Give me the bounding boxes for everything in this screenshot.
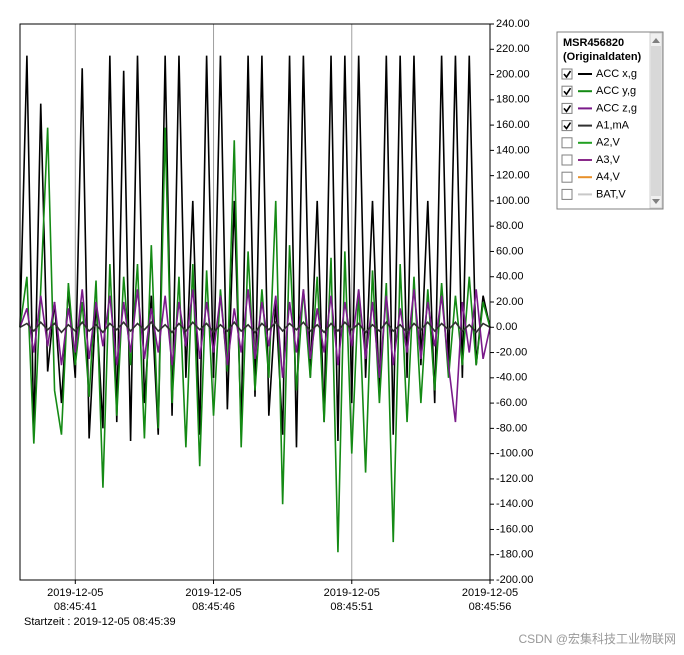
x-tick-label: 08:45:41 [54,601,97,613]
scroll-thumb[interactable] [651,46,661,196]
y-tick-label: 180.00 [496,94,530,106]
x-tick-label: 2019-12-05 [462,587,518,599]
y-tick-label: -40.00 [496,372,527,384]
plot-area [20,24,490,580]
y-tick-label: 100.00 [496,195,530,207]
checkmark [563,70,572,79]
axes: 240.00 220.00 200.00 180.00 160.00 140.00 120.… [47,18,533,613]
y-tick-label: -80.00 [496,422,527,434]
legend: MSR456820 (Originaldaten) ACC x,g ACC y,g… [556,31,664,210]
y-tick-label: 20.00 [496,296,524,308]
checkmark [563,87,572,96]
legend-label: ACC x,g [596,68,637,80]
watermark: CSDN @宏集科技工业物联网 [518,631,676,646]
checkmark [563,122,572,130]
series-line [19,320,491,334]
legend-subtitle: (Originaldaten) [563,51,642,63]
x-tick-label: 08:45:56 [469,601,512,613]
y-tick-label: -180.00 [496,549,533,561]
legend-label: BAT,V [596,188,626,200]
x-tick-label: 2019-12-05 [324,587,380,599]
y-tick-label: 200.00 [496,68,530,80]
y-tick-label: 140.00 [496,144,530,156]
y-tick-label: -100.00 [496,448,533,460]
y-tick-label: 240.00 [496,18,530,30]
y-tick-label: 220.00 [496,43,530,55]
scroll-up[interactable] [652,38,660,43]
y-tick-label: 160.00 [496,119,530,131]
y-tick-label: 60.00 [496,245,524,257]
y-tick-label: -140.00 [496,498,533,510]
x-tick-label: 08:45:51 [330,601,373,613]
y-tick-label: -160.00 [496,523,533,535]
legend-label: ACC y,g [596,85,636,97]
legend-checkbox[interactable] [561,102,573,114]
y-tick-label: -20.00 [496,346,527,358]
y-tick-label: -200.00 [496,574,533,586]
legend-box [556,31,664,210]
legend-checkbox[interactable] [561,171,573,183]
start-time: Startzeit : 2019-12-05 08:45:39 [24,616,176,628]
scroll-down[interactable] [652,199,660,204]
legend-label: A2,V [596,137,621,149]
legend-checkbox[interactable] [561,68,573,80]
legend-label: A3,V [596,154,621,166]
legend-label: ACC z,g [596,102,637,114]
y-tick-label: -120.00 [496,473,533,485]
legend-checkbox[interactable] [561,154,573,166]
checkmark [563,104,572,113]
legend-label: A4,V [596,171,621,183]
legend-checkbox[interactable] [561,188,573,200]
y-tick-label: 120.00 [496,170,530,182]
y-tick-label: -60.00 [496,397,527,409]
legend-checkbox[interactable] [561,85,573,97]
x-tick-label: 2019-12-05 [185,587,241,599]
y-tick-label: 0.00 [496,321,517,333]
x-tick-label: 08:45:46 [192,601,235,613]
plot-lines [19,55,491,553]
x-tick-label: 2019-12-05 [47,587,103,599]
legend-title: MSR456820 [563,37,624,49]
series-line [19,289,491,423]
legend-checkbox[interactable] [561,137,573,149]
y-tick-label: 80.00 [496,220,524,232]
legend-checkbox[interactable] [561,120,573,132]
legend-label: A1,mA [596,120,630,132]
y-tick-label: 40.00 [496,271,524,283]
